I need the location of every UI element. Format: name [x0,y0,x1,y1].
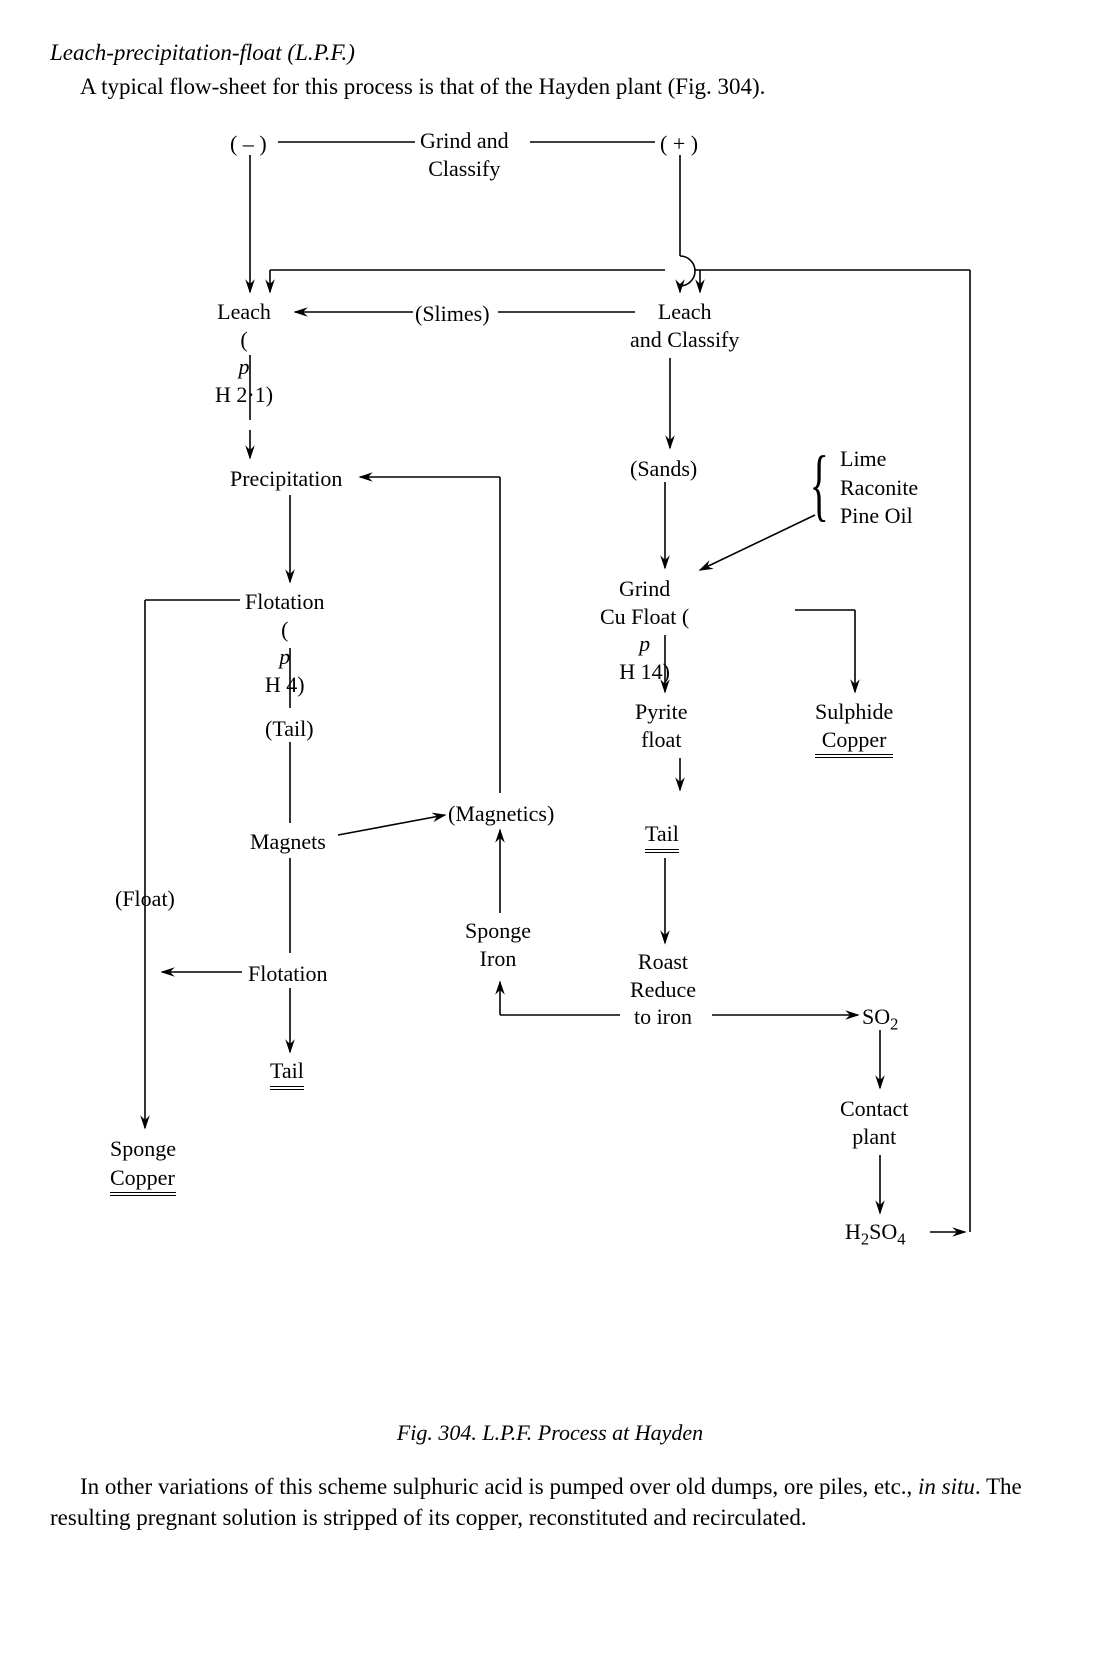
label: Copper [110,1164,176,1197]
label: (pH 4) [245,616,324,699]
label: Lime [840,445,918,474]
label: Pine Oil [840,502,918,531]
label: Sponge [465,917,531,945]
label: Pyrite [635,698,688,726]
label: Grind and [420,127,509,155]
node-contact: Contact plant [840,1095,908,1150]
label: Leach [630,298,739,326]
label: Contact [840,1095,908,1123]
label: Classify [420,155,509,183]
label: Flotation [245,588,324,616]
node-sulphide-copper: Sulphide Copper [815,698,893,758]
node-minus: ( – ) [230,130,267,158]
label: Iron [465,945,531,973]
node-sponge-copper: Sponge Copper [110,1135,176,1196]
node-magnetics: (Magnetics) [448,800,554,828]
label: Copper [815,726,893,759]
label: Grind [600,575,689,603]
node-so2: SO2 [862,1003,898,1035]
figure-caption: Fig. 304. L.P.F. Process at Hayden [50,1420,1050,1446]
node-leach-classify: Leach and Classify [630,298,739,353]
node-flotation1: Flotation (pH 4) [245,588,324,698]
label: Raconite [840,474,918,503]
node-h2so4: H2SO4 [845,1218,906,1250]
heading: Leach-precipitation-float (L.P.F.) [50,40,1050,66]
intro-text: A typical flow-sheet for this process is… [50,74,1050,100]
node-tail3: Tail [270,1057,304,1090]
node-float-label: (Float) [115,885,175,913]
node-plus: ( + ) [660,130,698,158]
label: plant [840,1123,908,1151]
brace-icon: { [810,440,829,531]
node-reagents: Lime Raconite Pine Oil [840,445,918,531]
node-roast: Roast Reduce to iron [630,948,696,1031]
node-grind2: Grind Cu Float (pH 14) [600,575,689,685]
node-pyrite: Pyrite float [635,698,688,753]
label: (pH 2·1) [215,326,273,409]
node-sands: (Sands) [630,455,697,483]
label: Sponge [110,1135,176,1164]
label: to iron [630,1003,696,1031]
outro-text: In other variations of this scheme sulph… [50,1471,1050,1533]
node-flotation2: Flotation [248,960,327,988]
label: Cu Float (pH 14) [600,603,689,686]
node-sponge-iron: Sponge Iron [465,917,531,972]
label: Leach [215,298,273,326]
flowchart: ( – ) Grind and Classify ( + ) Leach (pH… [100,120,1000,1400]
node-precipitation: Precipitation [230,465,342,493]
label: float [635,726,688,754]
node-leach: Leach (pH 2·1) [215,298,273,408]
node-tail-paren: (Tail) [265,715,314,743]
node-magnets: Magnets [250,828,326,856]
label: Roast [630,948,696,976]
node-tail2: Tail [645,820,679,853]
node-slimes: (Slimes) [415,300,490,328]
node-grind-classify: Grind and Classify [420,127,509,182]
label: Reduce [630,976,696,1004]
label: Sulphide [815,698,893,726]
label: and Classify [630,326,739,354]
